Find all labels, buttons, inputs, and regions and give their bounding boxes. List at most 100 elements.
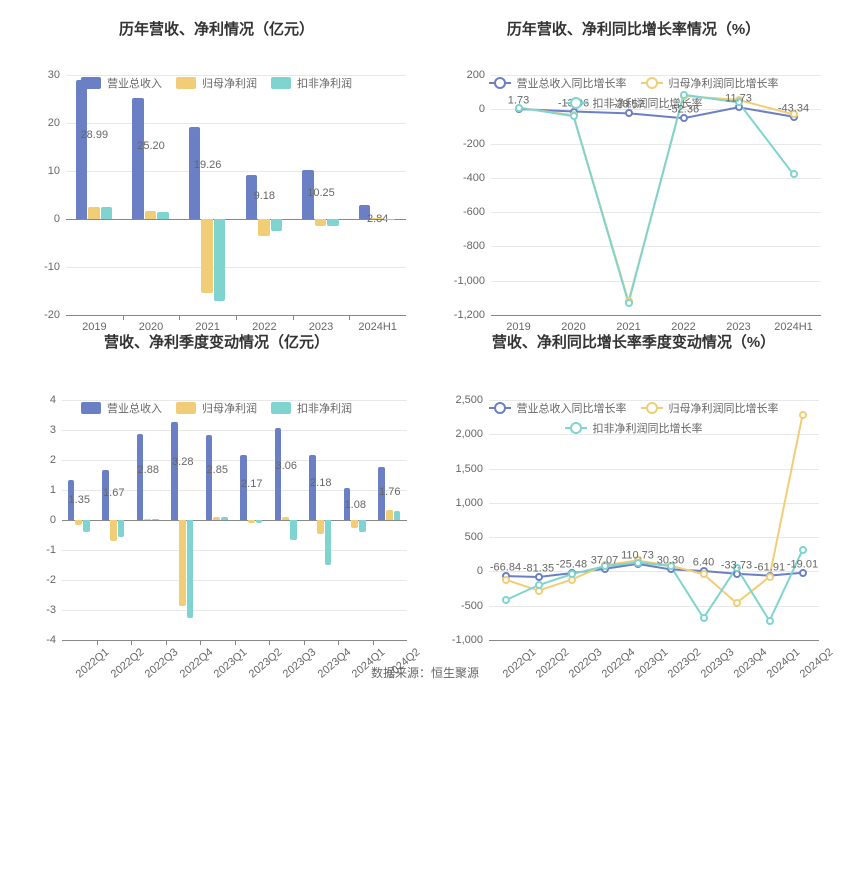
bar-value-label: 1.35 xyxy=(69,494,90,506)
x-tick-label: 2023 xyxy=(309,315,333,333)
bar-nonrec_profit xyxy=(256,520,263,523)
bar-net_profit xyxy=(351,520,358,528)
panel-annual-absolute: 历年营收、净利情况（亿元） -20-100102030201928.992020… xyxy=(8,10,425,323)
legend-swatch xyxy=(489,403,511,413)
marker-np_g xyxy=(733,599,741,607)
chart3-title: 营收、净利季度变动情况（亿元） xyxy=(14,331,419,352)
bar-nonrec_profit xyxy=(187,520,194,618)
bar-revenue xyxy=(137,434,144,520)
y-tick-label: -2 xyxy=(46,574,62,586)
point-value-label: 1.73 xyxy=(508,95,529,107)
bar-net_profit xyxy=(144,519,151,521)
y-tick-label: 20 xyxy=(48,117,66,129)
marker-nnp_g xyxy=(570,112,578,120)
bar-net_profit xyxy=(282,517,289,520)
bar-net_profit xyxy=(75,520,82,525)
bar-value-label: 10.25 xyxy=(307,187,335,199)
x-tick-label: 2020 xyxy=(139,315,163,333)
panel-annual-growth: 历年营收、净利同比增长率情况（%） -1,200-1,000-800-600-4… xyxy=(425,10,842,323)
point-value-label: -66.84 xyxy=(490,562,521,574)
y-tick-label: 3 xyxy=(50,424,62,436)
marker-np_g xyxy=(502,576,510,584)
y-tick-label: 10 xyxy=(48,165,66,177)
marker-nnp_g xyxy=(625,299,633,307)
point-value-label: -52.36 xyxy=(668,104,699,116)
point-value-label: -61.91 xyxy=(754,561,785,573)
bar-net_profit xyxy=(213,517,220,520)
chart1-plot: -20-100102030201928.99202025.20202119.26… xyxy=(14,75,419,315)
y-tick-label: -1,000 xyxy=(454,275,491,287)
chart4-title: 营收、净利同比增长率季度变动情况（%） xyxy=(431,331,836,352)
y-tick-label: -200 xyxy=(463,138,491,150)
bar-revenue xyxy=(171,422,178,520)
bar-net_profit xyxy=(179,520,186,606)
bar-nonrec_profit xyxy=(394,511,401,520)
bar-value-label: 3.28 xyxy=(172,456,193,468)
marker-np_g xyxy=(799,411,807,419)
bar-value-label: 3.06 xyxy=(276,460,297,472)
bar-net_profit xyxy=(248,520,255,523)
point-value-label: -19.01 xyxy=(787,558,818,570)
x-tick-label: 2024H1 xyxy=(358,315,397,333)
y-tick-label: 0 xyxy=(54,213,66,225)
marker-nnp_g xyxy=(799,546,807,554)
dashboard: 历年营收、净利情况（亿元） -20-100102030201928.992020… xyxy=(8,10,842,681)
bar-value-label: 2.17 xyxy=(241,478,262,490)
bar-revenue xyxy=(275,428,282,520)
chart1-title: 历年营收、净利情况（亿元） xyxy=(14,18,419,39)
y-tick-label: -600 xyxy=(463,206,491,218)
point-value-label: 6.40 xyxy=(693,557,714,569)
legend-swatch xyxy=(565,98,587,108)
y-tick-label: 0 xyxy=(477,565,489,577)
bar-nonrec_profit xyxy=(271,219,282,231)
y-tick-label: 2,000 xyxy=(455,428,489,440)
bar-nonrec_profit xyxy=(325,520,332,565)
bar-nonrec_profit xyxy=(214,219,225,301)
bar-net_profit xyxy=(88,207,99,219)
y-tick-label: -3 xyxy=(46,604,62,616)
bar-nonrec_profit xyxy=(101,207,112,219)
x-tick-label: 2024H1 xyxy=(774,315,813,333)
y-tick-label: 30 xyxy=(48,69,66,81)
bar-revenue xyxy=(189,127,200,219)
marker-np_g xyxy=(766,573,774,581)
y-tick-label: 0 xyxy=(479,103,491,115)
bar-value-label: 1.76 xyxy=(379,486,400,498)
point-value-label: 30.30 xyxy=(657,555,685,567)
x-tick-label: 2021 xyxy=(616,315,640,333)
point-value-label: -33.73 xyxy=(721,559,752,571)
y-tick-label: 1,500 xyxy=(455,463,489,475)
bar-value-label: 25.20 xyxy=(137,140,165,152)
point-value-label: 110.73 xyxy=(621,549,654,561)
bar-net_profit xyxy=(145,211,156,219)
bar-net_profit xyxy=(386,510,393,521)
y-tick-label: -20 xyxy=(44,309,66,321)
bar-net_profit xyxy=(371,218,382,219)
y-tick-label: -1,200 xyxy=(454,309,491,321)
y-tick-label: 500 xyxy=(465,531,489,543)
bar-value-label: 2.85 xyxy=(207,464,228,476)
bar-nonrec_profit xyxy=(221,517,228,520)
x-tick-label: 2022 xyxy=(671,315,695,333)
marker-nnp_g xyxy=(568,570,576,578)
x-tick-label: 2019 xyxy=(506,315,530,333)
point-value-label: -81.35 xyxy=(523,563,554,575)
chart2-title: 历年营收、净利同比增长率情况（%） xyxy=(431,18,836,39)
bar-nonrec_profit xyxy=(152,519,159,521)
bar-net_profit xyxy=(201,219,212,293)
point-value-label: 37.07 xyxy=(591,554,619,566)
bar-value-label: 1.08 xyxy=(345,499,366,511)
marker-nnp_g xyxy=(535,581,543,589)
line-nnp_g xyxy=(519,95,794,303)
bar-nonrec_profit xyxy=(359,520,366,532)
marker-nnp_g xyxy=(502,596,510,604)
point-value-label: 11.73 xyxy=(725,93,752,105)
x-tick-label: 2023 xyxy=(726,315,750,333)
bar-value-label: 1.67 xyxy=(103,487,124,499)
y-tick-label: -1 xyxy=(46,544,62,556)
y-tick-label: 1,000 xyxy=(455,497,489,509)
y-tick-label: -4 xyxy=(46,634,62,646)
x-tick-label: 2021 xyxy=(195,315,219,333)
bar-net_profit xyxy=(258,219,269,236)
legend-swatch xyxy=(641,403,663,413)
